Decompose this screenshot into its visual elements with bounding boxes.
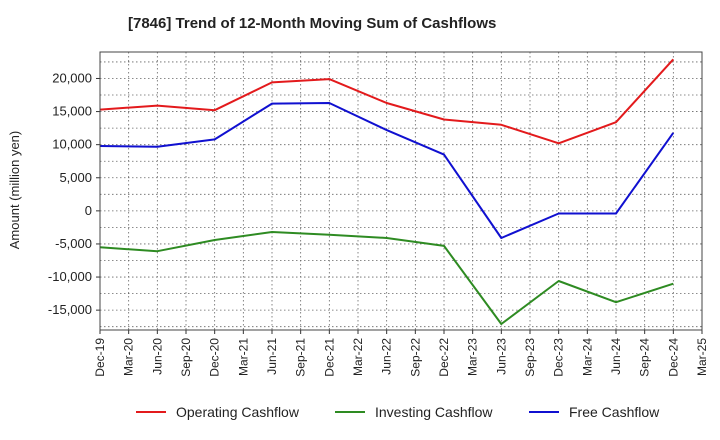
- x-tick-label: Mar-22: [351, 338, 365, 376]
- y-axis-label: Amount (million yen): [7, 131, 22, 250]
- series-layer: [99, 58, 675, 325]
- x-tick-label: Sep-23: [523, 338, 537, 377]
- legend-item-free-cashflow: Free Cashflow: [529, 404, 659, 420]
- grid-lines: [99, 52, 703, 330]
- y-tick-label: 15,000: [52, 104, 92, 119]
- x-tick-label: Jun-24: [609, 338, 623, 375]
- legend-swatch: [136, 411, 166, 413]
- legend-swatch: [529, 411, 559, 413]
- x-tick-label: Mar-23: [466, 338, 480, 376]
- chart-title: [7846] Trend of 12-Month Moving Sum of C…: [128, 15, 497, 32]
- legend-label: Free Cashflow: [569, 404, 660, 420]
- x-tick-label: Dec-24: [666, 338, 680, 377]
- x-tick-label: Jun-22: [380, 338, 394, 375]
- x-tick-label: Dec-23: [552, 338, 566, 377]
- y-tick-label: -15,000: [48, 302, 92, 317]
- x-tick-label: Jun-20: [150, 338, 164, 375]
- x-tick-label: Mar-25: [695, 338, 709, 376]
- y-tick-label: 10,000: [52, 137, 92, 152]
- x-tick-label: Dec-21: [322, 338, 336, 377]
- x-tick-label: Sep-24: [638, 338, 652, 377]
- legend-label: Operating Cashflow: [176, 404, 299, 420]
- plot-frame: [99, 51, 703, 331]
- y-tick-label: 20,000: [52, 70, 92, 85]
- x-tick-label: Dec-20: [208, 338, 222, 377]
- axes: 20,000 15,000 10,000 5,000 0 -5,000 -10,000 -15…: [48, 51, 709, 377]
- legend-item-operating-cashflow: Operating Cashflow: [136, 404, 299, 420]
- y-tick-label: -10,000: [48, 269, 92, 284]
- plot-background: [100, 52, 702, 330]
- legend-swatch: [335, 411, 365, 413]
- legend: Operating Cashflow Investing Cashflow Free…: [0, 404, 720, 426]
- legend-item-investing-cashflow: Investing Cashflow: [335, 404, 493, 420]
- x-tick-label: Mar-24: [580, 338, 594, 376]
- x-tick-label: Sep-22: [408, 338, 422, 377]
- x-tick-label: Mar-21: [236, 338, 250, 376]
- y-tick-label: 0: [85, 203, 92, 218]
- x-tick-label: Sep-21: [294, 338, 308, 377]
- x-tick-label: Dec-22: [437, 338, 451, 377]
- x-tick-label: Mar-20: [122, 338, 136, 376]
- x-tick-label: Sep-20: [179, 338, 193, 377]
- x-tick-label: Jun-23: [494, 338, 508, 375]
- plot-area: [100, 52, 702, 330]
- x-tick-label: Jun-21: [265, 338, 279, 375]
- legend-label: Investing Cashflow: [375, 404, 493, 420]
- y-tick-label: 5,000: [59, 170, 92, 185]
- x-tick-label: Dec-19: [93, 338, 107, 377]
- y-tick-label: -5,000: [55, 236, 92, 251]
